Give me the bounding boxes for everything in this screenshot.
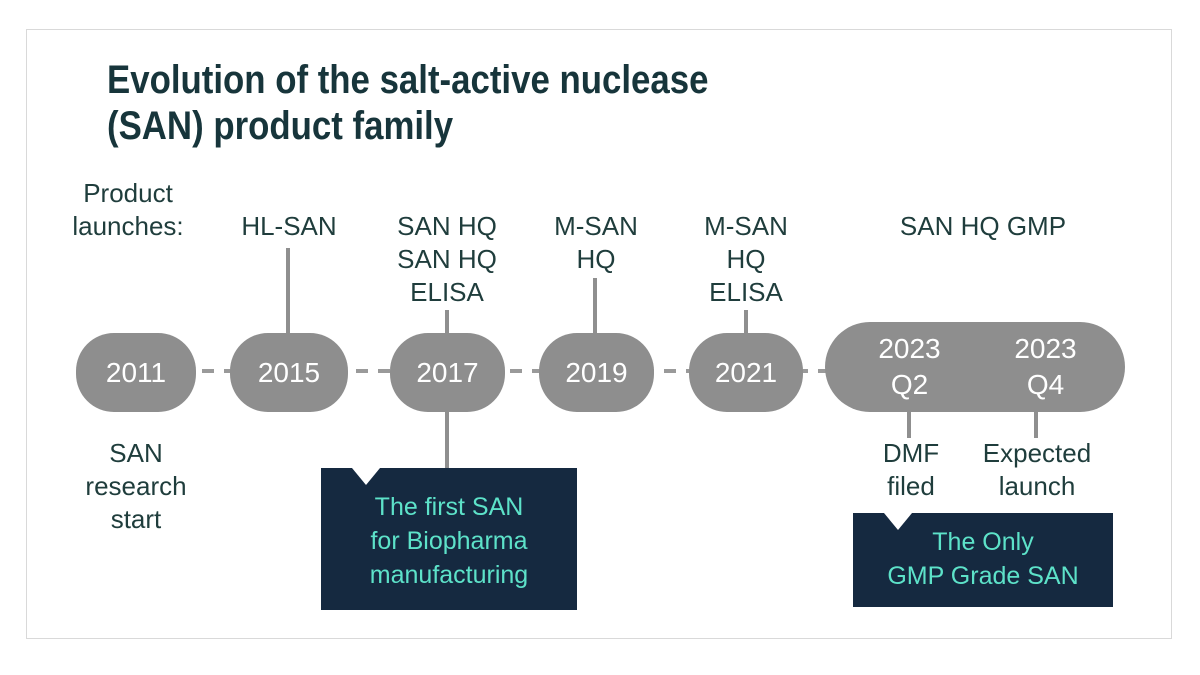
below-label-2023-q4: Expected launch (982, 438, 1092, 501)
year-pill-2023-q4-label: 2023 Q4 (1014, 333, 1077, 400)
year-pill-2019: 2019 (539, 333, 654, 412)
connector-above-2017 (445, 310, 449, 333)
launch-label-2017: SAN HQ SAN HQ ELISA (397, 211, 497, 307)
year-pill-2017-label: 2017 (416, 356, 479, 388)
launch-label-2023: SAN HQ GMP (899, 211, 1067, 241)
year-pill-2015-label: 2015 (257, 356, 321, 388)
year-pill-2015: 2015 (230, 333, 348, 412)
product-launches-label: Product launches: (72, 178, 184, 241)
callout-notch-icon (352, 468, 380, 485)
page-title: Evolution of the salt-active nuclease (S… (107, 57, 708, 149)
below-label-2011: SAN research start (85, 438, 187, 534)
callout-gmp-grade-text: The Only GMP Grade SAN (887, 528, 1079, 590)
connector-above-2015 (286, 248, 290, 333)
launch-label-2019: M-SAN HQ (554, 211, 638, 274)
year-pill-2023-q2-label: 2023 Q2 (878, 333, 941, 400)
year-pill-2019-label: 2019 (565, 356, 628, 388)
year-pill-2011: 2011 (76, 333, 196, 412)
page-title-line2: (SAN) product family (107, 104, 454, 148)
connector-below-2023-q2 (907, 412, 911, 438)
connector-below-2023-q4 (1034, 412, 1038, 438)
callout-gmp-grade: The Only GMP Grade SAN (853, 513, 1113, 607)
below-label-2023-q2: DMF filed (882, 438, 940, 501)
connector-above-2021 (744, 310, 748, 333)
connector-above-2019 (593, 278, 597, 333)
connector-below-2017 (445, 412, 449, 468)
year-pill-2017: 2017 (390, 333, 505, 412)
year-pill-2021-label: 2021 (714, 356, 778, 388)
callout-first-san-text: The first SAN for Biopharma manufacturin… (369, 493, 529, 589)
year-pill-2023: 2023 Q2 2023 Q4 (825, 322, 1125, 412)
page-title-line1: Evolution of the salt-active nuclease (107, 58, 709, 102)
callout-first-san: The first SAN for Biopharma manufacturin… (321, 468, 577, 610)
launch-label-2021: M-SAN HQ ELISA (704, 211, 788, 307)
year-pill-2021: 2021 (689, 333, 803, 412)
launch-label-2015: HL-SAN (241, 211, 337, 241)
callout-notch-icon (884, 513, 912, 530)
year-pill-2011-label: 2011 (105, 356, 167, 388)
